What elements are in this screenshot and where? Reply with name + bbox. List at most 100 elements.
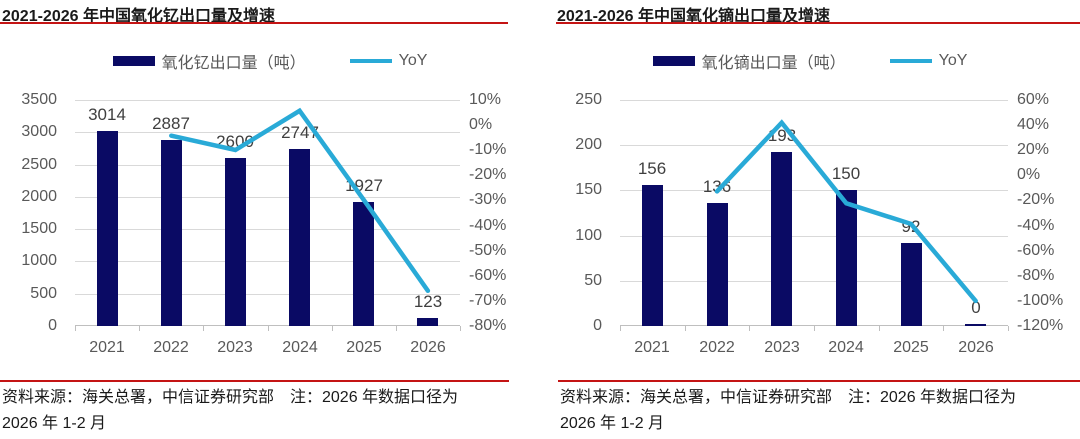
y-axis-tick-label-right: -30% — [469, 191, 507, 209]
bar-2021 — [97, 131, 118, 326]
y-axis-tick-label-right: -100% — [1017, 291, 1064, 309]
y-axis-tick-label-left: 1000 — [21, 252, 57, 270]
bar-2021 — [642, 185, 663, 326]
bar-value-label: 0 — [971, 298, 981, 317]
x-axis-tick-label: 2024 — [282, 339, 318, 356]
y-axis-tick-label-right: -120% — [1017, 317, 1064, 334]
x-axis-tick — [75, 326, 76, 331]
yoy-line — [169, 107, 431, 294]
bar-2024 — [836, 190, 857, 326]
x-axis-tick — [749, 326, 750, 331]
y-axis-tick-label-left: 0 — [593, 317, 602, 334]
source-note-line1: 资料来源：海关总署，中信证券研究部 注：2026 年数据口径为 — [2, 389, 459, 406]
y-axis-tick-label-left: 3000 — [21, 123, 57, 141]
x-axis-tick — [396, 326, 397, 331]
title-rule — [556, 22, 1080, 24]
x-axis-tick-label: 2023 — [217, 339, 253, 356]
source-note: 资料来源：海关总署，中信证券研究部 注：2026 年数据口径为 2026 年 1… — [560, 385, 1016, 437]
y-axis-tick-label-left: 250 — [575, 91, 602, 108]
chart-panel-yttrium: 2021-2026 年中国氧化钇出口量及增速 氧化钇出口量（吨） YoY 301… — [0, 8, 540, 432]
x-axis-tick-label: 2022 — [699, 339, 735, 356]
x-axis-tick — [943, 326, 944, 331]
bar-2025 — [353, 202, 374, 326]
gridline — [75, 197, 460, 198]
y-axis-tick-label-right: -20% — [1017, 191, 1055, 209]
bar-value-label: 3014 — [88, 105, 126, 124]
x-axis-tick-label: 2025 — [346, 339, 382, 356]
gridline — [75, 294, 460, 295]
yoy-line-path — [714, 119, 978, 304]
gridline — [620, 190, 1008, 191]
y-axis-tick-label-left: 0 — [48, 317, 57, 334]
source-note-line2: 2026 年 1-2 月 — [560, 415, 665, 432]
line-series-label: YoY — [938, 52, 968, 69]
y-axis-tick-label-left: 3500 — [21, 91, 57, 108]
line-series-swatch — [349, 59, 392, 63]
source-note-line2: 2026 年 1-2 月 — [2, 415, 107, 432]
footer-rule — [558, 380, 1080, 382]
footer-rule — [0, 380, 509, 382]
yoy-line — [714, 119, 978, 304]
y-axis-tick-label-left: 500 — [30, 284, 57, 302]
y-axis-tick-label-right: 40% — [1017, 116, 1050, 134]
gridline — [75, 165, 460, 166]
bar-value-label: 150 — [831, 164, 861, 183]
y-axis-tick-label-right: 0% — [1017, 166, 1041, 184]
chart-title: 2021-2026 年中国氧化钇出口量及增速 — [2, 8, 275, 25]
line-series-swatch — [889, 59, 932, 63]
plot-area: 156 2021 136 2022 193 2023 150 2024 92 2025 0 2026 — [620, 100, 1009, 356]
y-axis-tick-label-right: -60% — [469, 266, 507, 284]
y-axis-tick-label-right: -40% — [469, 216, 507, 234]
gridline — [620, 281, 1008, 282]
x-axis-tick-label: 2023 — [764, 339, 800, 356]
x-axis-tick — [268, 326, 269, 331]
chart-panel-dysprosium: 2021-2026 年中国氧化镝出口量及增速 氧化镝出口量（吨） YoY 156… — [540, 0, 1080, 439]
y-axis-tick-label-right: -50% — [469, 241, 507, 259]
x-axis-tick — [460, 326, 461, 331]
bar-value-label: 156 — [637, 159, 667, 178]
gridline — [620, 145, 1008, 146]
x-axis-tick-label: 2026 — [958, 339, 994, 356]
x-axis-tick-label: 2026 — [410, 339, 446, 356]
y-axis-tick-label-right: 10% — [469, 91, 502, 108]
bar-2023 — [771, 152, 792, 326]
chart-legend: 氧化钇出口量（吨） YoY — [0, 51, 540, 72]
x-axis-tick-label: 2022 — [153, 339, 189, 356]
y-axis-tick-label-left: 100 — [575, 226, 602, 244]
bar-2023 — [225, 158, 246, 326]
y-axis-tick-label-right: -70% — [469, 291, 507, 309]
x-axis-tick — [1008, 326, 1009, 331]
y-axis-tick-label-right: 60% — [1017, 91, 1050, 108]
y-axis-tick-label-right: 20% — [1017, 141, 1050, 159]
x-axis-tick — [139, 326, 140, 331]
y-axis-tick-label-left: 150 — [575, 181, 602, 199]
line-series-label: YoY — [398, 52, 428, 69]
bar-2025 — [901, 243, 922, 326]
bar-series-swatch — [652, 56, 695, 66]
x-axis-tick — [879, 326, 880, 331]
y-axis-tick-label-right: -40% — [1017, 216, 1055, 234]
gridline — [75, 261, 460, 262]
x-axis-tick-label: 2021 — [89, 339, 125, 356]
y-axis-tick-label-right: -60% — [1017, 241, 1055, 259]
bar-series-swatch — [112, 56, 155, 66]
x-axis-tick — [814, 326, 815, 331]
plot-area: 3014 2021 2887 2022 2600 2023 2747 2024 1927 2025… — [75, 100, 461, 356]
source-note-line1: 资料来源：海关总署，中信证券研究部 注：2026 年数据口径为 — [560, 389, 1017, 406]
y-axis-tick-label-left: 2500 — [21, 155, 57, 173]
x-axis-line — [620, 325, 1008, 326]
gridline — [620, 236, 1008, 237]
bar-value-label: 123 — [413, 292, 443, 311]
bar-2022 — [707, 203, 728, 326]
bar-series-label: 氧化镝出口量（吨） — [701, 55, 846, 72]
y-axis-tick-label-right: 0% — [469, 116, 493, 134]
x-axis-tick — [620, 326, 621, 331]
x-axis-tick — [332, 326, 333, 331]
x-axis-tick — [685, 326, 686, 331]
bar-2026 — [965, 324, 986, 326]
bar-2026 — [417, 318, 438, 326]
bar-2022 — [161, 140, 182, 326]
yoy-line-path — [169, 107, 431, 294]
y-axis-tick-label-right: -20% — [469, 166, 507, 184]
